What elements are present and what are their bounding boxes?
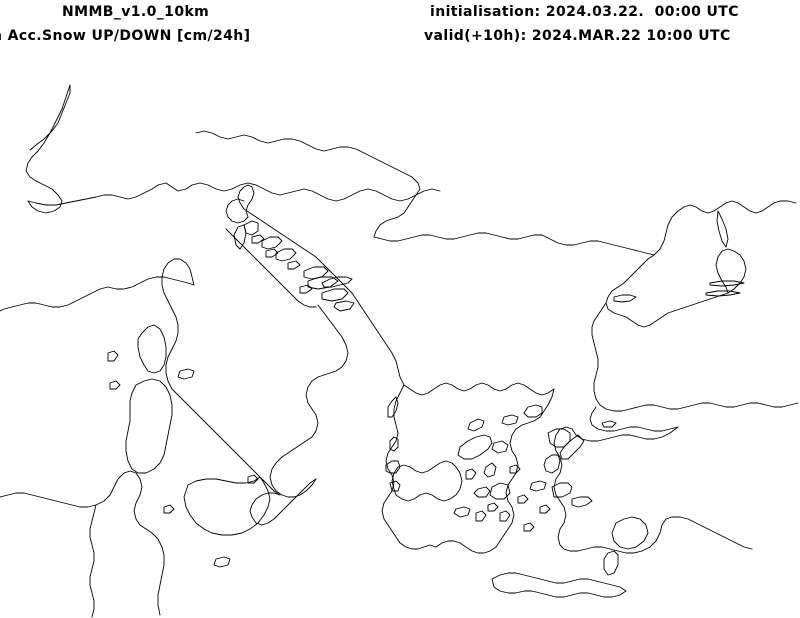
island-karpathos bbox=[603, 550, 619, 576]
coastline-greece-mainland bbox=[403, 382, 555, 396]
island-lesbos bbox=[547, 428, 571, 448]
valid-time: valid(+10h): 2024.MAR.22 10:00 UTC bbox=[424, 28, 731, 44]
coastline-greece-east bbox=[435, 388, 555, 554]
field-title: n Acc.Snow UP/DOWN [cm/24h] bbox=[0, 28, 251, 44]
island-kos bbox=[571, 496, 593, 508]
coastline-italy-south bbox=[249, 478, 317, 526]
border-ukraine-west bbox=[653, 200, 797, 256]
coastline-istria bbox=[225, 198, 249, 224]
island-western-small bbox=[107, 350, 119, 362]
island-santorini bbox=[499, 510, 511, 522]
map-canvas bbox=[0, 55, 800, 618]
coastline-italy-north-adriatic bbox=[225, 228, 317, 308]
border-czech-slovakia bbox=[373, 176, 421, 238]
island-dugi-otok bbox=[275, 248, 297, 262]
coastline-northwest bbox=[25, 84, 71, 214]
island-lemnos bbox=[523, 404, 543, 418]
coastline-bulgaria-east bbox=[595, 398, 799, 412]
island-pantelleria bbox=[163, 504, 175, 514]
coastline-crimea bbox=[715, 248, 747, 294]
island-malta bbox=[213, 556, 231, 568]
island-ios bbox=[487, 502, 499, 512]
island-sicily bbox=[183, 476, 271, 536]
crimea-lagoon-b bbox=[705, 290, 741, 297]
island-chios bbox=[543, 454, 561, 474]
coastline-marmara-south bbox=[571, 426, 679, 442]
island-small-aegean-f bbox=[523, 522, 535, 532]
island-adriatic-small-a bbox=[287, 260, 301, 270]
island-brac bbox=[303, 266, 329, 280]
island-corsica bbox=[137, 324, 167, 374]
coastline-danube-delta bbox=[591, 302, 607, 400]
island-pag bbox=[261, 236, 283, 250]
border-romania-north bbox=[541, 234, 655, 256]
alps-northern-ridge bbox=[157, 182, 305, 196]
island-small-aegean-a bbox=[509, 464, 521, 474]
island-crete bbox=[491, 572, 627, 598]
crimea-lagoon-a bbox=[709, 280, 745, 287]
island-adriatic-small-b bbox=[265, 248, 279, 258]
island-vis bbox=[299, 284, 313, 294]
island-milos bbox=[453, 506, 471, 518]
island-zakynthos bbox=[389, 480, 401, 492]
island-andros bbox=[483, 462, 497, 478]
border-poland-czech bbox=[195, 130, 413, 178]
island-adriatic-small-c bbox=[251, 234, 265, 244]
island-small-aegean-b bbox=[517, 494, 529, 504]
danube-lagoon bbox=[613, 294, 637, 303]
island-korcula bbox=[321, 288, 349, 302]
coastline-southern-france bbox=[0, 286, 109, 312]
island-euboea bbox=[457, 434, 493, 460]
border-austria-north bbox=[303, 188, 441, 202]
coastline-peloponnese bbox=[391, 460, 463, 502]
island-kefalonia bbox=[385, 460, 401, 474]
coastline-turkey-west bbox=[553, 426, 753, 554]
island-sardinia bbox=[125, 378, 173, 474]
model-title: NMMB_v1.0_10km bbox=[62, 4, 210, 20]
border-germany-france bbox=[27, 184, 159, 206]
map-header: NMMB_v1.0_10km n Acc.Snow UP/DOWN [cm/24… bbox=[0, 0, 800, 55]
island-paros bbox=[473, 486, 491, 498]
coastline-liguria bbox=[107, 276, 195, 290]
azov-spit bbox=[716, 210, 729, 248]
marmara-island bbox=[601, 420, 617, 428]
island-corfu bbox=[387, 396, 399, 418]
coastline-black-sea-northwest bbox=[605, 254, 729, 328]
island-cres bbox=[233, 224, 247, 250]
coastline-albania bbox=[351, 292, 405, 386]
coastline-croatia-dalmatia bbox=[237, 184, 353, 294]
island-mljet bbox=[333, 300, 355, 312]
coastline-algeria bbox=[89, 504, 97, 618]
island-hvar bbox=[307, 276, 339, 290]
map-geometry bbox=[0, 84, 799, 618]
island-ikaria bbox=[529, 480, 547, 492]
coastline-marmara-north bbox=[589, 406, 679, 432]
island-small-aegean-h bbox=[501, 414, 519, 426]
island-naxos bbox=[489, 482, 511, 500]
island-western-small-b bbox=[109, 380, 121, 390]
initialisation-time: initialisation: 2024.03.22. 00:00 UTC bbox=[430, 4, 739, 20]
island-capri bbox=[247, 474, 259, 484]
island-samos bbox=[551, 482, 573, 498]
island-elba bbox=[177, 368, 195, 380]
island-rhodes bbox=[611, 516, 649, 550]
island-lefkada bbox=[389, 436, 399, 452]
island-small-aegean-d bbox=[465, 468, 477, 480]
coastline-tunisia bbox=[0, 470, 165, 616]
border-hungary-north bbox=[373, 232, 543, 242]
island-small-aegean-g bbox=[467, 418, 485, 432]
island-small-aegean-c bbox=[539, 504, 551, 514]
island-skyros bbox=[491, 440, 509, 454]
island-small-aegean-e bbox=[475, 510, 487, 522]
coastline-italy-east bbox=[269, 304, 349, 498]
coastline-italy-west bbox=[161, 258, 281, 496]
